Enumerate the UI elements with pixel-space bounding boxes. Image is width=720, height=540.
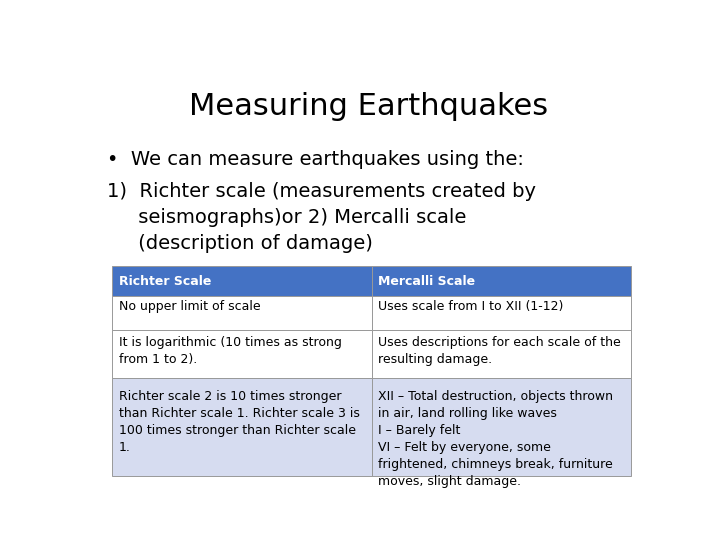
Bar xyxy=(112,330,372,379)
Bar xyxy=(112,266,372,296)
Text: seismographs)or 2) Mercalli scale: seismographs)or 2) Mercalli scale xyxy=(107,208,466,227)
Text: Richter Scale: Richter Scale xyxy=(119,275,212,288)
Bar xyxy=(372,296,631,330)
Text: No upper limit of scale: No upper limit of scale xyxy=(119,300,261,314)
Bar xyxy=(372,330,631,379)
Text: Uses scale from I to XII (1-12): Uses scale from I to XII (1-12) xyxy=(379,300,564,314)
Text: (description of damage): (description of damage) xyxy=(107,234,373,253)
Text: •  We can measure earthquakes using the:: • We can measure earthquakes using the: xyxy=(107,150,523,169)
Text: Uses descriptions for each scale of the
resulting damage.: Uses descriptions for each scale of the … xyxy=(379,336,621,366)
Text: It is logarithmic (10 times as strong
from 1 to 2).: It is logarithmic (10 times as strong fr… xyxy=(119,336,342,366)
Bar xyxy=(372,266,631,296)
Bar xyxy=(112,296,372,330)
Text: XII – Total destruction, objects thrown
in air, land rolling like waves
I – Bare: XII – Total destruction, objects thrown … xyxy=(379,390,613,488)
Text: Measuring Earthquakes: Measuring Earthquakes xyxy=(189,92,549,121)
Text: Richter scale 2 is 10 times stronger
than Richter scale 1. Richter scale 3 is
10: Richter scale 2 is 10 times stronger tha… xyxy=(119,390,360,454)
Text: 1)  Richter scale (measurements created by: 1) Richter scale (measurements created b… xyxy=(107,182,536,201)
Text: Mercalli Scale: Mercalli Scale xyxy=(379,275,476,288)
Bar xyxy=(372,379,631,476)
Bar xyxy=(112,379,372,476)
